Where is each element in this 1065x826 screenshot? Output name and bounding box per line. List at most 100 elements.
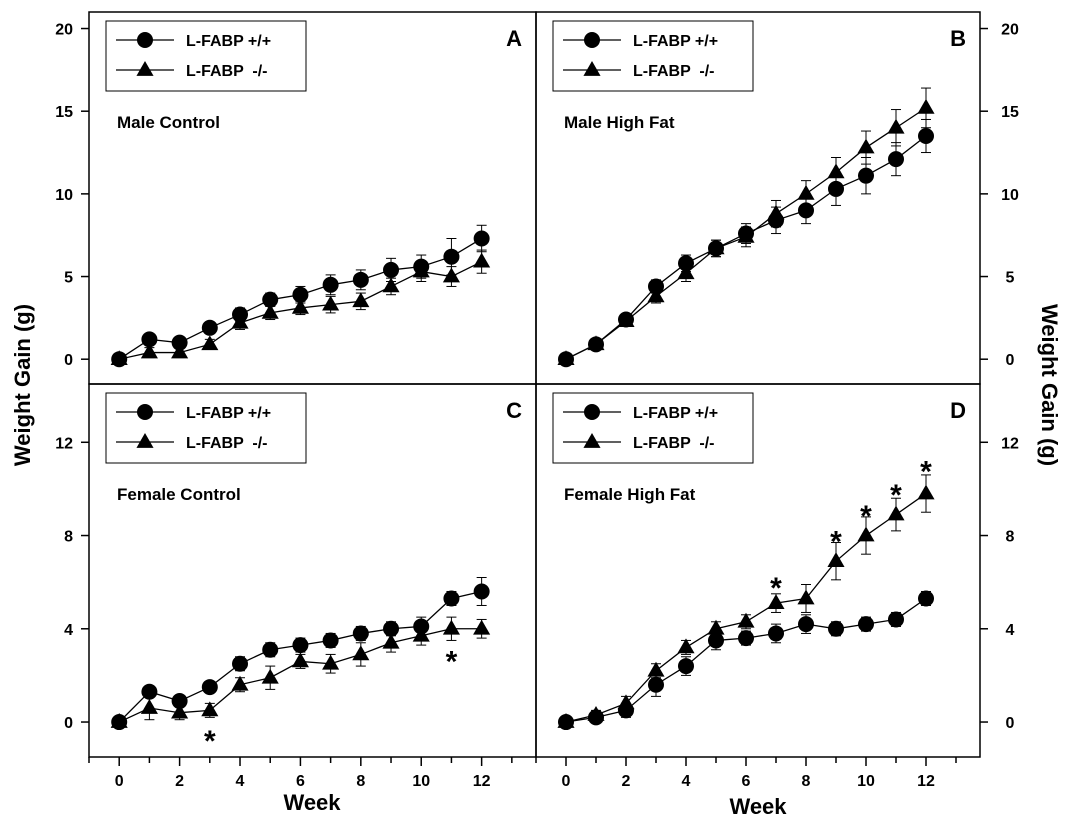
data-point-circle xyxy=(828,620,844,637)
data-point-circle xyxy=(443,248,460,265)
data-point-circle xyxy=(738,630,754,647)
panel-d: 0 4 8 12 0 2 4 6 8 10 12 * * * * * L-FABP +/+ L-FABP -/- F… xyxy=(535,383,1019,790)
data-point-triangle xyxy=(231,313,249,329)
legend-triangle-marker xyxy=(136,61,154,76)
data-point-triangle xyxy=(442,619,460,635)
panel-c: 0 4 8 12 0 2 4 6 8 10 12 * * L-FABP +/+ L-FABP -/- Fema… xyxy=(55,383,537,790)
data-point-triangle xyxy=(352,292,370,308)
y-tick-label: 20 xyxy=(55,22,73,39)
data-point-triangle xyxy=(231,675,249,691)
legend-label: L-FABP +/+ xyxy=(633,405,718,422)
data-point-circle xyxy=(828,180,844,197)
data-point-circle xyxy=(232,655,249,672)
data-point-triangle xyxy=(557,350,575,366)
panels-layer: 0 5 10 15 20 L-FABP +/+ L-FABP -/- Male Control… xyxy=(55,11,1019,790)
legend-circle-marker xyxy=(584,32,600,48)
y-axis-title-left: Weight Gain (g) xyxy=(10,304,35,466)
data-point-circle xyxy=(201,319,218,336)
data-point-triangle xyxy=(617,312,635,328)
y-tick-label: 4 xyxy=(1006,622,1015,639)
data-point-triangle xyxy=(322,654,340,670)
data-point-triangle xyxy=(557,713,575,728)
significance-star: * xyxy=(770,572,782,605)
y-tick-label: 15 xyxy=(55,104,73,121)
data-point-circle xyxy=(141,683,158,700)
data-point-triangle xyxy=(587,335,605,351)
panel-title: Male High Fat xyxy=(564,113,675,132)
data-point-triangle xyxy=(171,703,189,719)
data-point-triangle xyxy=(171,343,189,359)
data-point-triangle xyxy=(617,694,635,710)
data-point-triangle xyxy=(140,699,158,714)
x-tick-label: 10 xyxy=(412,773,430,790)
series-knockout xyxy=(110,249,491,366)
data-point-triangle xyxy=(677,264,695,280)
series-knockout xyxy=(557,87,935,366)
data-point-triangle xyxy=(917,484,935,500)
data-point-circle xyxy=(678,255,694,272)
significance-star: * xyxy=(830,526,842,559)
data-point-circle xyxy=(201,679,218,696)
panel-title: Female Control xyxy=(117,485,241,504)
data-point-triangle xyxy=(767,594,785,609)
y-tick-label: 8 xyxy=(64,529,73,546)
data-point-triangle xyxy=(707,619,725,635)
legend-triangle-marker xyxy=(583,433,601,448)
data-point-triangle xyxy=(737,227,755,243)
data-point-triangle xyxy=(797,184,815,200)
x-tick-label: 6 xyxy=(742,773,751,790)
data-point-triangle xyxy=(737,612,755,628)
y-tick-label: 0 xyxy=(1006,352,1015,369)
y-tick-label: 15 xyxy=(1001,104,1019,121)
data-point-circle xyxy=(262,641,279,658)
data-point-circle xyxy=(473,230,490,247)
x-tick-label: 10 xyxy=(857,773,875,790)
legend-box xyxy=(105,392,307,464)
legend-box xyxy=(552,392,754,464)
data-point-circle xyxy=(292,637,309,654)
data-point-triangle xyxy=(677,638,695,654)
data-point-triangle xyxy=(291,652,309,668)
panel-letter: C xyxy=(506,398,522,423)
data-point-circle xyxy=(858,616,874,633)
legend-box xyxy=(105,20,307,92)
data-point-circle xyxy=(888,151,904,168)
x-tick-label: 12 xyxy=(473,773,491,790)
x-axis-title: Week xyxy=(283,790,341,815)
legend-label: L-FABP -/- xyxy=(186,63,267,80)
y-tick-label: 8 xyxy=(1006,529,1015,546)
x-tick-label: 12 xyxy=(917,773,935,790)
significance-star: * xyxy=(890,479,902,512)
data-point-triangle xyxy=(827,552,845,568)
data-point-circle xyxy=(322,276,339,293)
data-point-circle xyxy=(798,616,814,633)
data-point-circle xyxy=(918,128,934,144)
data-point-circle xyxy=(141,331,158,348)
data-point-triangle xyxy=(857,138,875,154)
data-point-triangle xyxy=(917,98,935,114)
data-point-triangle xyxy=(647,287,665,303)
panel-letter: D xyxy=(950,398,966,423)
y-tick-label: 12 xyxy=(1001,435,1019,452)
data-point-triangle xyxy=(382,277,400,293)
data-point-triangle xyxy=(261,668,279,684)
data-point-circle xyxy=(262,291,279,308)
data-point-circle xyxy=(443,590,460,607)
y-tick-label: 5 xyxy=(64,270,73,287)
data-point-circle xyxy=(352,271,369,288)
data-point-circle xyxy=(473,583,490,600)
data-point-triangle xyxy=(887,118,905,134)
panel-title: Female High Fat xyxy=(564,485,696,504)
data-point-triangle xyxy=(412,626,430,642)
data-point-triangle xyxy=(352,645,370,661)
panel-title: Male Control xyxy=(117,113,220,132)
legend-triangle-marker xyxy=(583,61,601,76)
legend-label: L-FABP +/+ xyxy=(186,405,271,422)
legend-circle-marker xyxy=(137,404,153,420)
y-tick-label: 0 xyxy=(64,352,73,369)
data-point-triangle xyxy=(110,713,128,728)
data-point-circle xyxy=(858,167,874,184)
y-tick-label: 12 xyxy=(55,435,73,452)
y-tick-label: 0 xyxy=(64,715,73,732)
